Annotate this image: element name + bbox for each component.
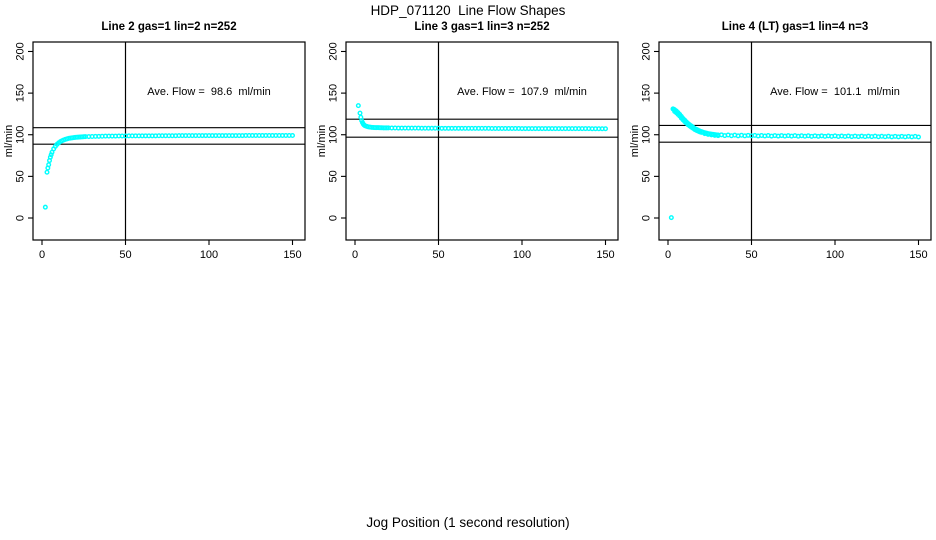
ave-flow-annotation-line2: Ave. Flow = 98.6 ml/min bbox=[147, 86, 271, 98]
figure-title: HDP_071120 Line Flow Shapes bbox=[370, 3, 566, 18]
svg-text:100: 100 bbox=[328, 126, 340, 144]
svg-text:150: 150 bbox=[641, 84, 653, 102]
x-axis-label: Jog Position (1 second resolution) bbox=[366, 515, 570, 530]
svg-text:100: 100 bbox=[513, 249, 531, 261]
svg-text:100: 100 bbox=[200, 249, 218, 261]
svg-text:150: 150 bbox=[283, 249, 301, 261]
svg-text:0: 0 bbox=[39, 249, 45, 261]
svg-text:50: 50 bbox=[641, 170, 653, 182]
svg-text:100: 100 bbox=[15, 126, 27, 144]
svg-text:50: 50 bbox=[432, 249, 444, 261]
scatter-plot-line4: 0 50 100 150 0 50 100 150 200 bbox=[641, 41, 932, 261]
ave-flow-annotation-line3: Ave. Flow = 107.9 ml/min bbox=[457, 86, 587, 98]
panel-line3: 0 50 100 150 0 50 100 150 200 Line 3 gas=1 lin=3… bbox=[313, 0, 626, 280]
svg-text:50: 50 bbox=[328, 170, 340, 182]
svg-text:0: 0 bbox=[328, 215, 340, 221]
panel-title-line4: Line 4 (LT) gas=1 lin=4 n=3 bbox=[721, 21, 869, 33]
svg-text:150: 150 bbox=[909, 249, 927, 261]
svg-text:100: 100 bbox=[826, 249, 844, 261]
y-axis-label-line4: ml/min bbox=[629, 124, 641, 158]
svg-text:200: 200 bbox=[641, 42, 653, 60]
y-axis-label-line2: ml/min bbox=[3, 124, 15, 158]
svg-text:100: 100 bbox=[641, 126, 653, 144]
svg-text:150: 150 bbox=[15, 84, 27, 102]
svg-text:150: 150 bbox=[596, 249, 614, 261]
y-axis-label-line3: ml/min bbox=[316, 124, 328, 158]
svg-text:50: 50 bbox=[745, 249, 757, 261]
svg-text:0: 0 bbox=[641, 215, 653, 221]
panel-title-line3: Line 3 gas=1 lin=3 n=252 bbox=[414, 21, 550, 33]
scatter-plot-line3: 0 50 100 150 0 50 100 150 200 bbox=[328, 41, 619, 261]
svg-text:150: 150 bbox=[328, 84, 340, 102]
svg-text:0: 0 bbox=[15, 215, 27, 221]
svg-text:200: 200 bbox=[15, 42, 27, 60]
svg-text:0: 0 bbox=[352, 249, 358, 261]
svg-text:50: 50 bbox=[15, 170, 27, 182]
ave-flow-annotation-line4: Ave. Flow = 101.1 ml/min bbox=[770, 86, 900, 98]
svg-text:200: 200 bbox=[328, 42, 340, 60]
panel-title-line2: Line 2 gas=1 lin=2 n=252 bbox=[101, 21, 237, 33]
svg-text:0: 0 bbox=[665, 249, 671, 261]
panel-line4: 0 50 100 150 0 50 100 150 200 Line 4 (LT) gas=1 … bbox=[626, 0, 936, 280]
scatter-plot-line2: 0 50 100 150 0 50 100 150 200 bbox=[15, 41, 306, 261]
panel-line2: 0 50 100 150 0 50 100 150 200 Line 2 gas=1 lin=2… bbox=[0, 0, 313, 280]
svg-text:50: 50 bbox=[119, 249, 131, 261]
